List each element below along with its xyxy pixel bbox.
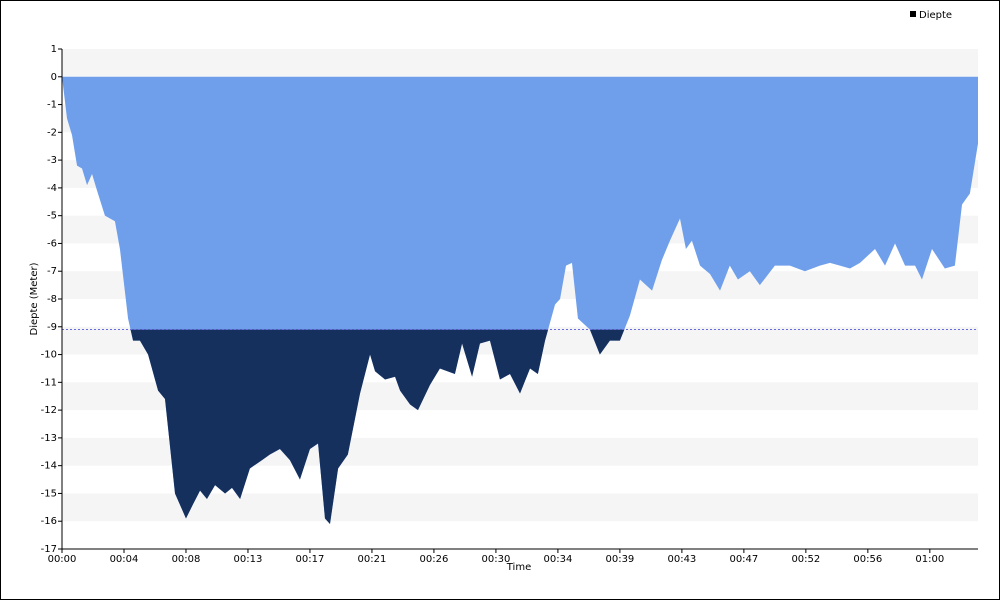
grid-band — [62, 49, 978, 77]
y-tick-label: -8 — [47, 294, 57, 305]
y-tick-label: -15 — [41, 488, 57, 499]
y-axis-label: Diepte (Meter) — [29, 262, 40, 335]
x-tick-label: 01:00 — [915, 554, 944, 565]
x-tick-label: 00:43 — [667, 554, 696, 565]
x-tick-label: 00:26 — [420, 554, 449, 565]
y-tick-label: -1 — [47, 100, 57, 111]
y-tick-label: -17 — [41, 544, 57, 555]
y-tick-label: -16 — [41, 516, 57, 527]
legend-label: Diepte — [919, 10, 952, 21]
x-tick-label: 00:00 — [48, 554, 77, 565]
y-tick-label: -5 — [47, 211, 57, 222]
x-tick-label: 00:34 — [543, 554, 572, 565]
y-tick-label: -14 — [41, 461, 57, 472]
plot: 1 0 -1 -2 -3 -4 -5 -6 -7 -8 -9 -10 -11 -12 -13 -14 -15 -1… — [41, 10, 978, 565]
y-tick-label: -12 — [41, 405, 57, 416]
y-tick-label: -2 — [47, 127, 57, 138]
y-tick-label: -11 — [41, 377, 57, 388]
x-tick-label: 00:08 — [172, 554, 201, 565]
x-tick-label: 00:21 — [358, 554, 387, 565]
y-tick-label: -6 — [47, 238, 57, 249]
area-deep — [130, 329, 625, 524]
x-tick-label: 00:52 — [791, 554, 820, 565]
x-tick-label: 00:47 — [729, 554, 758, 565]
y-tick-label: -10 — [41, 350, 57, 361]
x-tick-label: 00:39 — [605, 554, 634, 565]
y-tick-label: -3 — [47, 155, 57, 166]
y-tick-label: -13 — [41, 433, 57, 444]
x-tick-label: 00:13 — [234, 554, 263, 565]
legend-marker — [910, 11, 916, 17]
y-tick-label: -9 — [47, 322, 57, 333]
y-tick-label: 0 — [51, 72, 57, 83]
y-tick-label: -7 — [47, 266, 57, 277]
x-tick-label: 00:04 — [110, 554, 139, 565]
y-tick-label: -4 — [47, 183, 57, 194]
grid-band — [62, 493, 978, 522]
y-tick-label: 1 — [51, 44, 57, 55]
x-tick-label: 00:17 — [296, 554, 325, 565]
x-tick-label: 00:56 — [853, 554, 882, 565]
x-axis-label: Time — [506, 562, 531, 573]
x-tick-label: 00:30 — [482, 554, 511, 565]
